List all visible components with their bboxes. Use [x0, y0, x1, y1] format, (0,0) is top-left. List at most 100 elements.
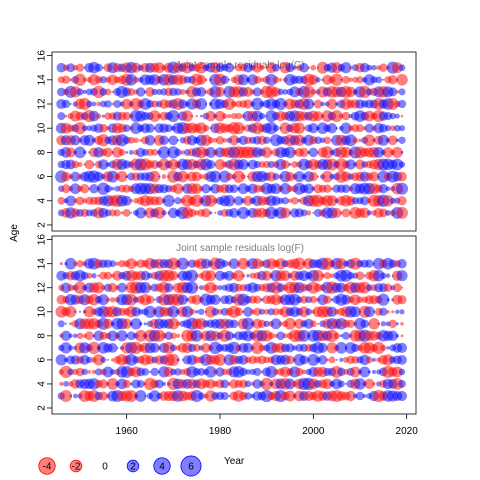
residual-bubble [136, 380, 145, 388]
residual-bubble [69, 78, 73, 82]
residual-bubble [97, 294, 109, 306]
residual-bubble [272, 173, 280, 181]
residual-bubble [111, 90, 114, 94]
residual-bubble [293, 122, 306, 134]
residual-bubble [345, 86, 356, 98]
residual-bubble [122, 111, 131, 121]
residual-bubble [356, 124, 364, 133]
residual-bubble [179, 88, 186, 95]
residual-bubble [366, 64, 373, 71]
residual-bubble [195, 61, 208, 74]
residual-bubble [370, 76, 378, 84]
residual-bubble [80, 271, 89, 280]
residual-bubble [224, 62, 235, 73]
residual-bubble [339, 357, 344, 363]
residual-bubble [252, 379, 263, 389]
residual-bubble [162, 381, 166, 386]
residual-bubble [93, 171, 104, 182]
y-tick-label: 16 [37, 50, 48, 62]
y-tick-label: 16 [37, 234, 48, 246]
residual-bubble [125, 175, 129, 178]
residual-bubble [72, 393, 78, 399]
residual-bubble [190, 114, 194, 118]
residual-bubble [75, 196, 85, 206]
residual-bubble [73, 261, 78, 266]
residual-bubble [149, 170, 161, 183]
residual-bubble [281, 197, 289, 205]
residual-bubble [387, 330, 398, 342]
panel-1-y-axis: 2 4 6 8 10 12 14 16 [37, 50, 52, 228]
residual-bubble [228, 135, 240, 146]
residual-bubble [373, 146, 385, 158]
residual-bubble [69, 322, 73, 326]
residual-bubble [167, 158, 179, 171]
residual-bubble [345, 390, 356, 402]
residual-bubble [320, 273, 325, 278]
residual-bubble [329, 273, 335, 279]
residual-bubble [98, 159, 109, 170]
residual-bubble [214, 86, 226, 97]
residual-bubble [386, 309, 390, 314]
y-tick-label: 8 [37, 149, 48, 155]
residual-bubble [167, 353, 180, 367]
residual-bubble [127, 136, 135, 144]
residual-bubble [325, 329, 339, 343]
residual-bubble [148, 370, 152, 373]
residual-bubble [342, 75, 350, 84]
x-tick-label: 2020 [396, 426, 419, 437]
residual-bubble [190, 194, 203, 207]
residual-bubble [291, 161, 299, 168]
residual-bubble [263, 320, 270, 327]
residual-bubble [205, 110, 216, 122]
residual-bubble [285, 171, 295, 182]
residual-bubble [221, 260, 229, 268]
residual-bubble [380, 344, 387, 351]
residual-bubble [292, 65, 297, 70]
residual-bubble [83, 306, 95, 318]
residual-bubble [303, 98, 315, 110]
residual-bubble [107, 343, 118, 353]
x-tick-label: 1980 [209, 426, 232, 437]
residual-bubble [65, 195, 77, 207]
residual-bubble [81, 125, 88, 132]
residual-bubble [225, 172, 234, 181]
residual-bubble [349, 294, 361, 306]
residual-bubble [130, 211, 133, 214]
residual-bubble [371, 65, 377, 71]
y-axis-label: Age [9, 224, 20, 242]
residual-bubble [312, 211, 315, 214]
residual-bubble [395, 138, 400, 143]
residual-bubble [56, 62, 67, 73]
residual-bubble [288, 293, 301, 306]
residual-bubble [57, 320, 65, 328]
residual-bubble [65, 147, 76, 158]
residual-bubble [314, 136, 322, 145]
residual-bubble [267, 160, 275, 169]
residual-bubble [270, 318, 282, 330]
residual-bubble [130, 318, 142, 330]
residual-bubble [320, 101, 325, 107]
residual-bubble [76, 88, 84, 96]
residual-bubble [104, 88, 112, 96]
residual-bubble [118, 260, 126, 268]
residual-bubble [57, 196, 66, 205]
residual-bubble [205, 270, 217, 282]
panel-catch-residuals: Joint sample residuals log(C) 2468101214… [37, 50, 417, 232]
residual-bubble [164, 124, 173, 133]
residual-bubble [81, 368, 88, 376]
residual-bubble [302, 85, 315, 99]
residual-bubble [387, 75, 398, 85]
residual-bubble [110, 297, 116, 303]
residual-bubble [129, 199, 133, 203]
residual-bubble [279, 207, 291, 219]
residual-bubble [382, 195, 394, 207]
residual-bubble [259, 65, 265, 71]
residual-bubble [149, 342, 160, 353]
residual-bubble [282, 89, 289, 95]
residual-bubble [368, 318, 380, 330]
x-axis: 1960 1980 2000 2020 [116, 414, 419, 437]
residual-bubble [241, 317, 255, 330]
residual-bubble [232, 122, 245, 135]
residual-bubble [121, 195, 132, 206]
residual-bubble [235, 112, 242, 120]
